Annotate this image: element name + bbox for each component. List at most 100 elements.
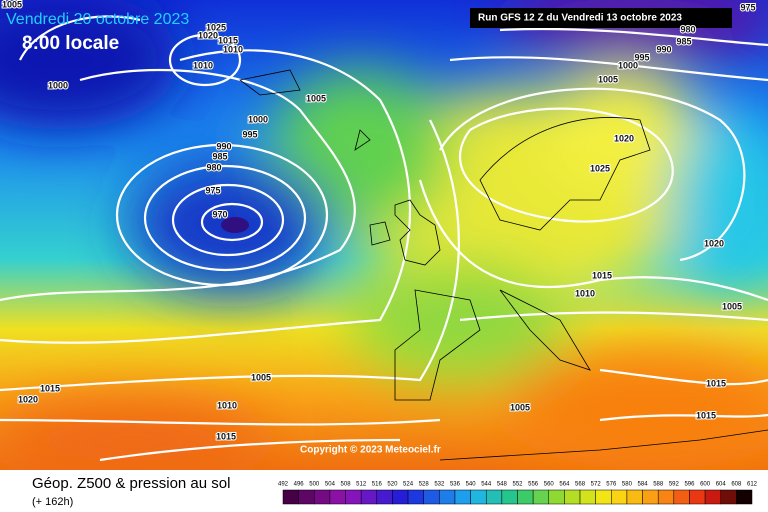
isobar-label: 1015 [216, 431, 236, 441]
isobars [0, 15, 768, 462]
colorbar-label: 596 [684, 482, 695, 488]
colorbar-label: 576 [606, 482, 617, 488]
isobar-label: 1020 [18, 394, 38, 404]
colorbar-swatch [407, 489, 424, 505]
isobar-label: 995 [242, 129, 257, 139]
lead-time: (+ 162h) [32, 496, 73, 508]
isobar-label: 1010 [575, 288, 595, 298]
isobar-label: 1005 [722, 301, 742, 311]
colorbar-label: 492 [278, 482, 289, 488]
colorbar-label: 544 [481, 482, 492, 488]
isobar-label: 1005 [306, 93, 326, 103]
isobar-label: 1015 [696, 410, 716, 420]
footer-title: Géop. Z500 & pression au sol [32, 475, 230, 492]
colorbar-swatch [579, 489, 596, 505]
colorbar-swatch [595, 489, 612, 505]
colorbar-swatch [376, 489, 393, 505]
isobar-label: 1005 [2, 0, 22, 9]
isobar-label: 1020 [198, 30, 218, 40]
colorbar-label: 568 [575, 482, 586, 488]
colorbar-swatch [501, 489, 518, 505]
colorbar-swatch [314, 489, 331, 505]
colorbar-label: 552 [512, 482, 523, 488]
colorbar-label: 584 [638, 482, 649, 488]
isobar-label: 1005 [598, 74, 618, 84]
colorbar-swatch [689, 489, 706, 505]
isobar-label: 1020 [614, 133, 634, 143]
colorbar-label: 536 [450, 482, 461, 488]
valid-date: Vendredi 20 octobre 2023 [6, 11, 189, 28]
colorbar-swatch [548, 489, 565, 505]
colorbar-label: 504 [325, 482, 336, 488]
isobar-label: 1015 [706, 378, 726, 388]
isobar-label: 980 [680, 24, 695, 34]
colorbar-label: 592 [669, 482, 680, 488]
colorbar-swatch [532, 489, 550, 505]
colorbar-label: 516 [372, 482, 383, 488]
run-info: Run GFS 12 Z du Vendredi 13 octobre 2023 [478, 13, 682, 24]
colorbar-swatch [282, 489, 299, 505]
colorbar-swatch [736, 489, 753, 505]
colorbar-label: 612 [747, 482, 758, 488]
isobar-label: 970 [212, 209, 227, 219]
colorbar-swatch [626, 489, 643, 505]
colorbar-label: 540 [466, 482, 477, 488]
colorbar-label: 608 [731, 482, 742, 488]
colorbar-swatch [470, 489, 487, 505]
colorbar-label: 520 [387, 482, 398, 488]
colorbar-label: 560 [544, 482, 555, 488]
colorbar-label: 580 [622, 482, 633, 488]
isobar-label: 1015 [218, 35, 238, 45]
isobar-label: 1000 [48, 80, 68, 90]
isobar-label: 1010 [217, 400, 237, 410]
colorbar-label: 508 [341, 482, 352, 488]
isobar-label: 985 [676, 36, 691, 46]
colorbar-swatch [657, 489, 675, 505]
colorbar-swatch [454, 489, 471, 505]
isobar-label: 995 [634, 52, 649, 62]
colorbar-label: 496 [294, 482, 305, 488]
isobar-label: 1025 [206, 22, 226, 32]
isobar-label: 1020 [704, 238, 724, 248]
isobar-label: 975 [205, 185, 220, 195]
colorbar-label: 512 [356, 482, 367, 488]
colorbar-swatch [485, 489, 503, 505]
local-time: 8:00 locale [22, 33, 119, 54]
isobar-label: 1000 [618, 60, 638, 70]
isobar-label: 990 [656, 44, 671, 54]
colorbar-swatch [517, 489, 534, 505]
isobar-label: 1025 [590, 163, 610, 173]
colorbar-label: 524 [403, 482, 414, 488]
colorbar-label: 600 [700, 482, 711, 488]
colorbar-swatch [611, 489, 628, 505]
colorbar-swatch [439, 489, 456, 505]
colorbar-swatch [329, 489, 346, 505]
colorbar-label: 588 [653, 482, 664, 488]
colorbar-label: 548 [497, 482, 508, 488]
isobar-label: 1010 [223, 44, 243, 54]
isobar-label: 1015 [592, 270, 612, 280]
colorbar-label: 532 [434, 482, 445, 488]
isobar-label: 1010 [193, 60, 213, 70]
colorbar-swatch [720, 489, 737, 505]
isobar-label: 985 [212, 151, 227, 161]
colorbar-swatch [704, 489, 721, 505]
colorbar-swatch [642, 489, 659, 505]
colorbar-label: 500 [309, 482, 320, 488]
colorbar-swatch [360, 489, 378, 505]
colorbar-label: 572 [591, 482, 602, 488]
run-box [470, 8, 732, 28]
isobar-label: 990 [216, 141, 231, 151]
colorbar-label: 564 [559, 482, 570, 488]
colorbar-swatch [673, 489, 690, 505]
colorbar-swatch [392, 489, 409, 505]
colorbar-label: 604 [716, 482, 727, 488]
colorbar: 492 496 500 504 508 512 516 520 524 528 532 536 540 5… [278, 482, 758, 505]
colorbar-label: 528 [419, 482, 430, 488]
colorbar-swatch [298, 489, 315, 505]
isobar-label: 1005 [251, 372, 271, 382]
field [0, 0, 768, 480]
